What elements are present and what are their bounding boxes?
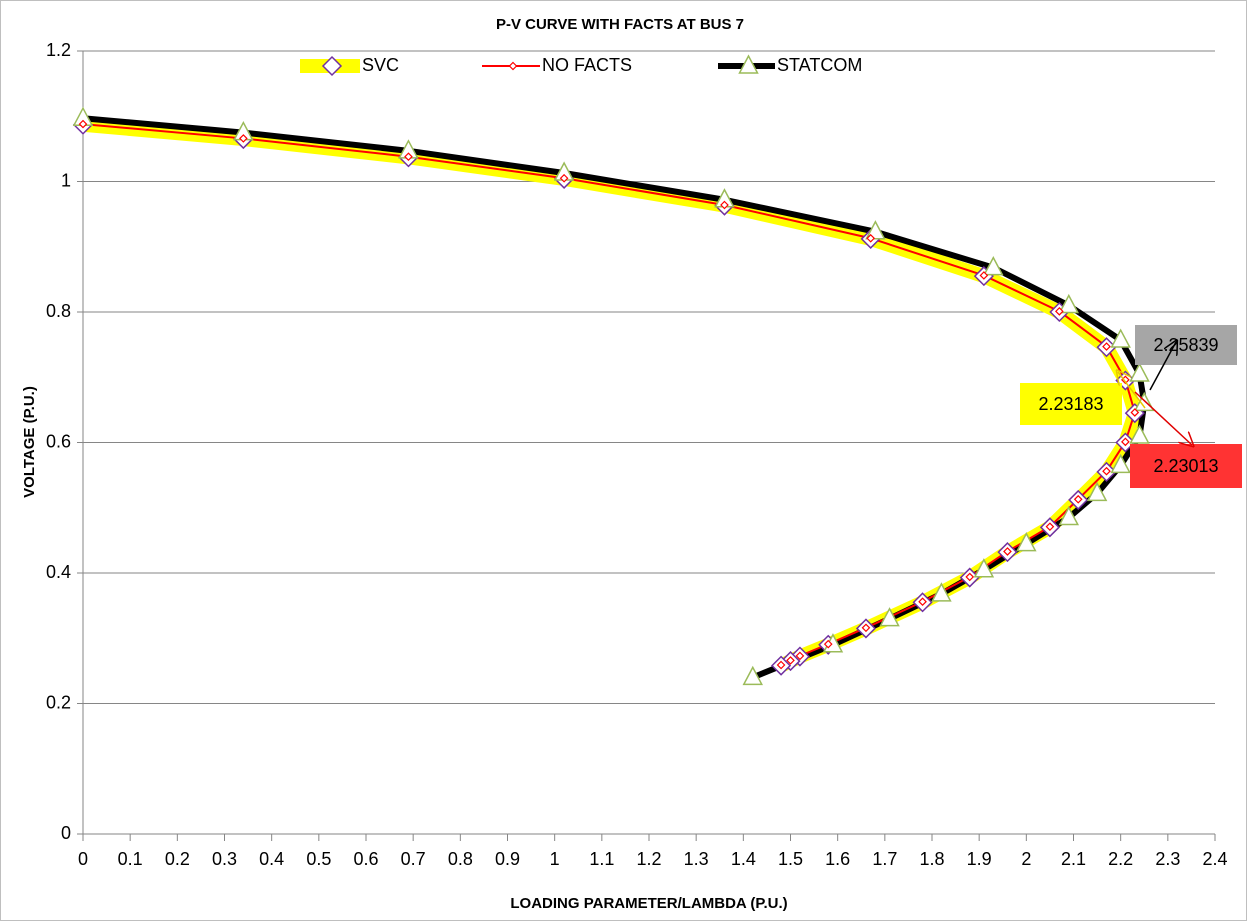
x-tick-label: 0.1 [118, 849, 143, 869]
x-tick-label: 1.6 [825, 849, 850, 869]
marker [78, 119, 88, 129]
x-tick-label: 1.1 [589, 849, 614, 869]
y-tick-label: 1 [61, 170, 71, 190]
legend-label: SVC [362, 55, 399, 75]
marker [1129, 424, 1150, 444]
marker [965, 572, 975, 582]
x-tick-label: 1.5 [778, 849, 803, 869]
annotation-box [1020, 383, 1122, 425]
marker [866, 233, 876, 243]
marker [1058, 505, 1080, 526]
chart-title: P-V CURVE WITH FACTS AT BUS 7 [496, 16, 744, 33]
marker [1003, 547, 1012, 556]
marker [795, 651, 805, 661]
marker [823, 639, 833, 649]
marker [786, 656, 795, 665]
marker [1102, 342, 1111, 351]
x-tick-label: 1.7 [872, 849, 897, 869]
marker [931, 582, 952, 602]
marker [1110, 328, 1131, 348]
marker [1102, 466, 1111, 476]
x-axis-label: LOADING PARAMETER/LAMBDA (P.U.) [510, 895, 787, 912]
marker [404, 152, 413, 162]
x-tick-label: 2.2 [1108, 849, 1133, 869]
annotation-arrow [1149, 342, 1176, 391]
marker [776, 660, 786, 670]
y-axis-label: VOLTAGE (P.U.) [21, 386, 38, 498]
marker [1129, 362, 1150, 382]
marker [983, 256, 1004, 276]
x-tick-label: 0.4 [259, 849, 284, 869]
marker [973, 558, 995, 578]
x-tick-label: 0.2 [165, 849, 190, 869]
marker [1058, 293, 1080, 314]
marker [321, 55, 343, 77]
marker [879, 607, 900, 627]
marker [1086, 481, 1108, 502]
marker [1121, 437, 1130, 447]
marker [508, 61, 518, 71]
y-tick-label: 1.2 [46, 40, 71, 60]
marker [738, 54, 759, 74]
x-tick-label: 1.9 [967, 849, 992, 869]
x-tick-label: 2.4 [1202, 849, 1227, 869]
legend-label: STATCOM [777, 55, 862, 75]
x-tick-label: 0.3 [212, 849, 237, 869]
marker [1055, 306, 1064, 316]
x-tick-label: 0.5 [306, 849, 331, 869]
annotation-box [1130, 444, 1242, 488]
x-tick-label: 1.4 [731, 849, 756, 869]
marker [559, 173, 569, 183]
annotation-arrow [1118, 372, 1146, 409]
marker [979, 271, 989, 280]
marker [742, 665, 764, 686]
x-tick-label: 0.6 [353, 849, 378, 869]
x-tick-label: 2.3 [1155, 849, 1180, 869]
x-tick-label: 1.8 [919, 849, 944, 869]
marker [239, 134, 248, 143]
annotation-box [1135, 325, 1237, 365]
y-tick-label: 0.8 [46, 301, 71, 321]
marker [1045, 522, 1055, 532]
x-tick-label: 2 [1021, 849, 1031, 869]
x-tick-label: 2.1 [1061, 849, 1086, 869]
y-tick-label: 0.2 [46, 692, 71, 712]
x-tick-label: 0.9 [495, 849, 520, 869]
x-tick-label: 0.8 [448, 849, 473, 869]
annotation-label: 2.23183 [1038, 394, 1103, 414]
marker [720, 200, 729, 210]
legend-label: NO FACTS [542, 55, 632, 75]
x-tick-label: 1.2 [636, 849, 661, 869]
marker [918, 597, 927, 607]
annotation-arrow [1134, 391, 1192, 445]
marker [1130, 408, 1140, 417]
marker [861, 623, 871, 633]
x-tick-label: 1 [550, 849, 560, 869]
y-tick-label: 0 [61, 823, 71, 843]
marker [1110, 453, 1131, 474]
y-tick-label: 0.4 [46, 562, 71, 582]
y-tick-label: 0.6 [46, 431, 71, 451]
x-tick-label: 1.3 [684, 849, 709, 869]
annotation-label: 2.23013 [1153, 456, 1218, 476]
annotation-label: 2.25839 [1153, 335, 1218, 355]
marker [1016, 532, 1037, 552]
marker [1073, 494, 1083, 504]
x-tick-label: 0.7 [401, 849, 426, 869]
x-tick-label: 0 [78, 849, 88, 869]
